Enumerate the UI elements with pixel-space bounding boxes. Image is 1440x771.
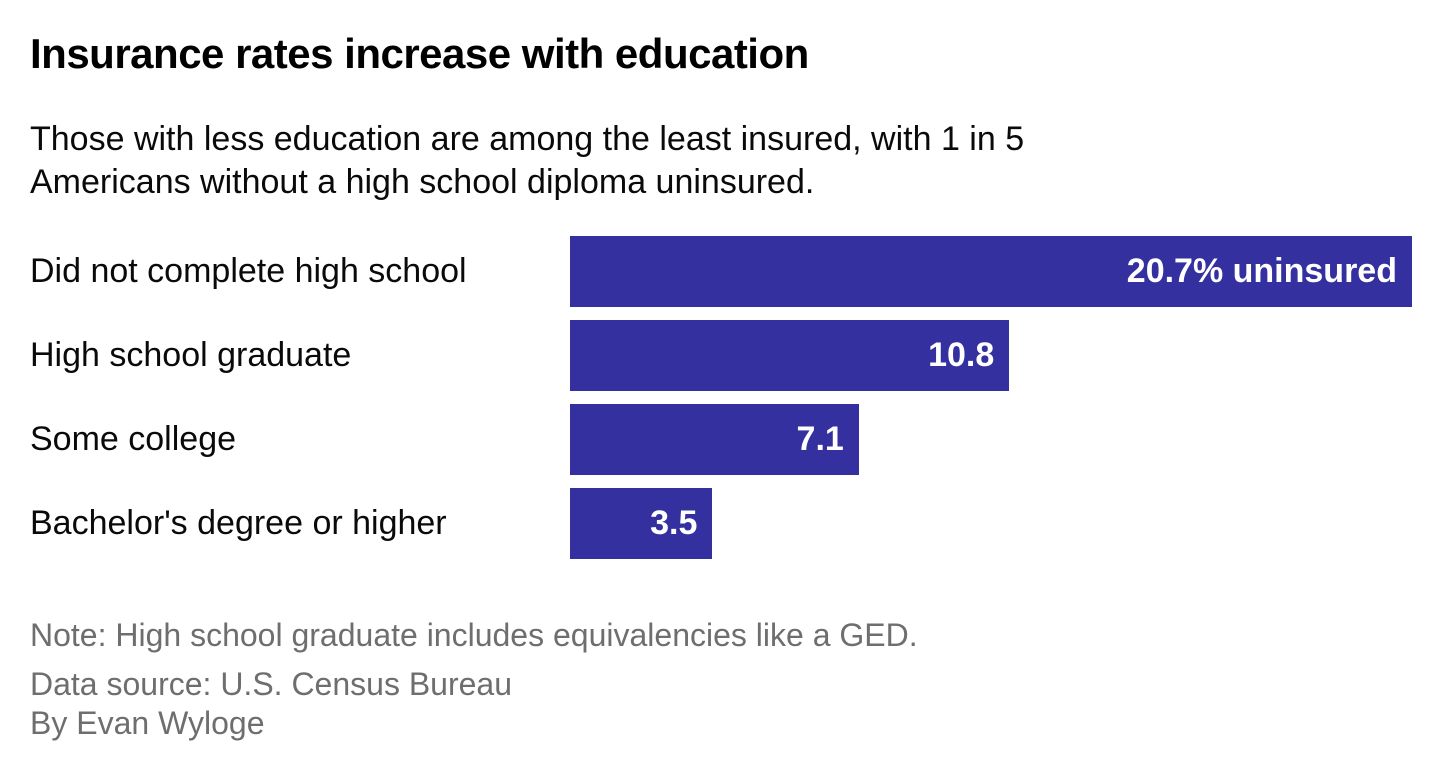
chart-attribution: Data source: U.S. Census Bureau By Evan … [30, 665, 512, 743]
chart-subtitle: Those with less education are among the … [30, 118, 1024, 204]
bar-row: Bachelor's degree or higher 3.5 [0, 488, 1440, 559]
bar: 10.8 [570, 320, 1010, 391]
category-label: High school graduate [30, 336, 352, 374]
chart-subtitle-line-1: Those with less education are among the … [30, 120, 1025, 158]
bar-chart: Did not complete high school 20.7% uninsu… [0, 236, 1440, 559]
category-label: Bachelor's degree or higher [30, 504, 447, 542]
bar: 7.1 [570, 404, 859, 475]
value-label: 3.5 [650, 504, 698, 542]
value-label: 7.1 [796, 420, 844, 458]
chart-data-source: Data source: U.S. Census Bureau [30, 666, 513, 702]
bar-track: 7.1 [570, 404, 1412, 475]
bar-track: 3.5 [570, 488, 1412, 559]
value-label: 20.7% uninsured [1126, 252, 1397, 290]
bar-track: 10.8 [570, 320, 1412, 391]
category-label: Did not complete high school [30, 252, 467, 290]
category-label: Some college [30, 420, 237, 458]
bar-track: 20.7% uninsured [570, 236, 1412, 307]
bar: 3.5 [570, 488, 713, 559]
chart-title: Insurance rates increase with education [30, 30, 809, 77]
bar-row: Did not complete high school 20.7% uninsu… [0, 236, 1440, 307]
chart-byline: By Evan Wyloge [30, 705, 265, 741]
bar-row: High school graduate 10.8 [0, 320, 1440, 391]
chart-subtitle-line-2: Americans without a high school diploma … [30, 163, 815, 201]
bar-row: Some college 7.1 [0, 404, 1440, 475]
value-label: 10.8 [928, 336, 995, 374]
chart-note: Note: High school graduate includes equi… [30, 617, 918, 653]
bar: 20.7% uninsured [570, 236, 1412, 307]
